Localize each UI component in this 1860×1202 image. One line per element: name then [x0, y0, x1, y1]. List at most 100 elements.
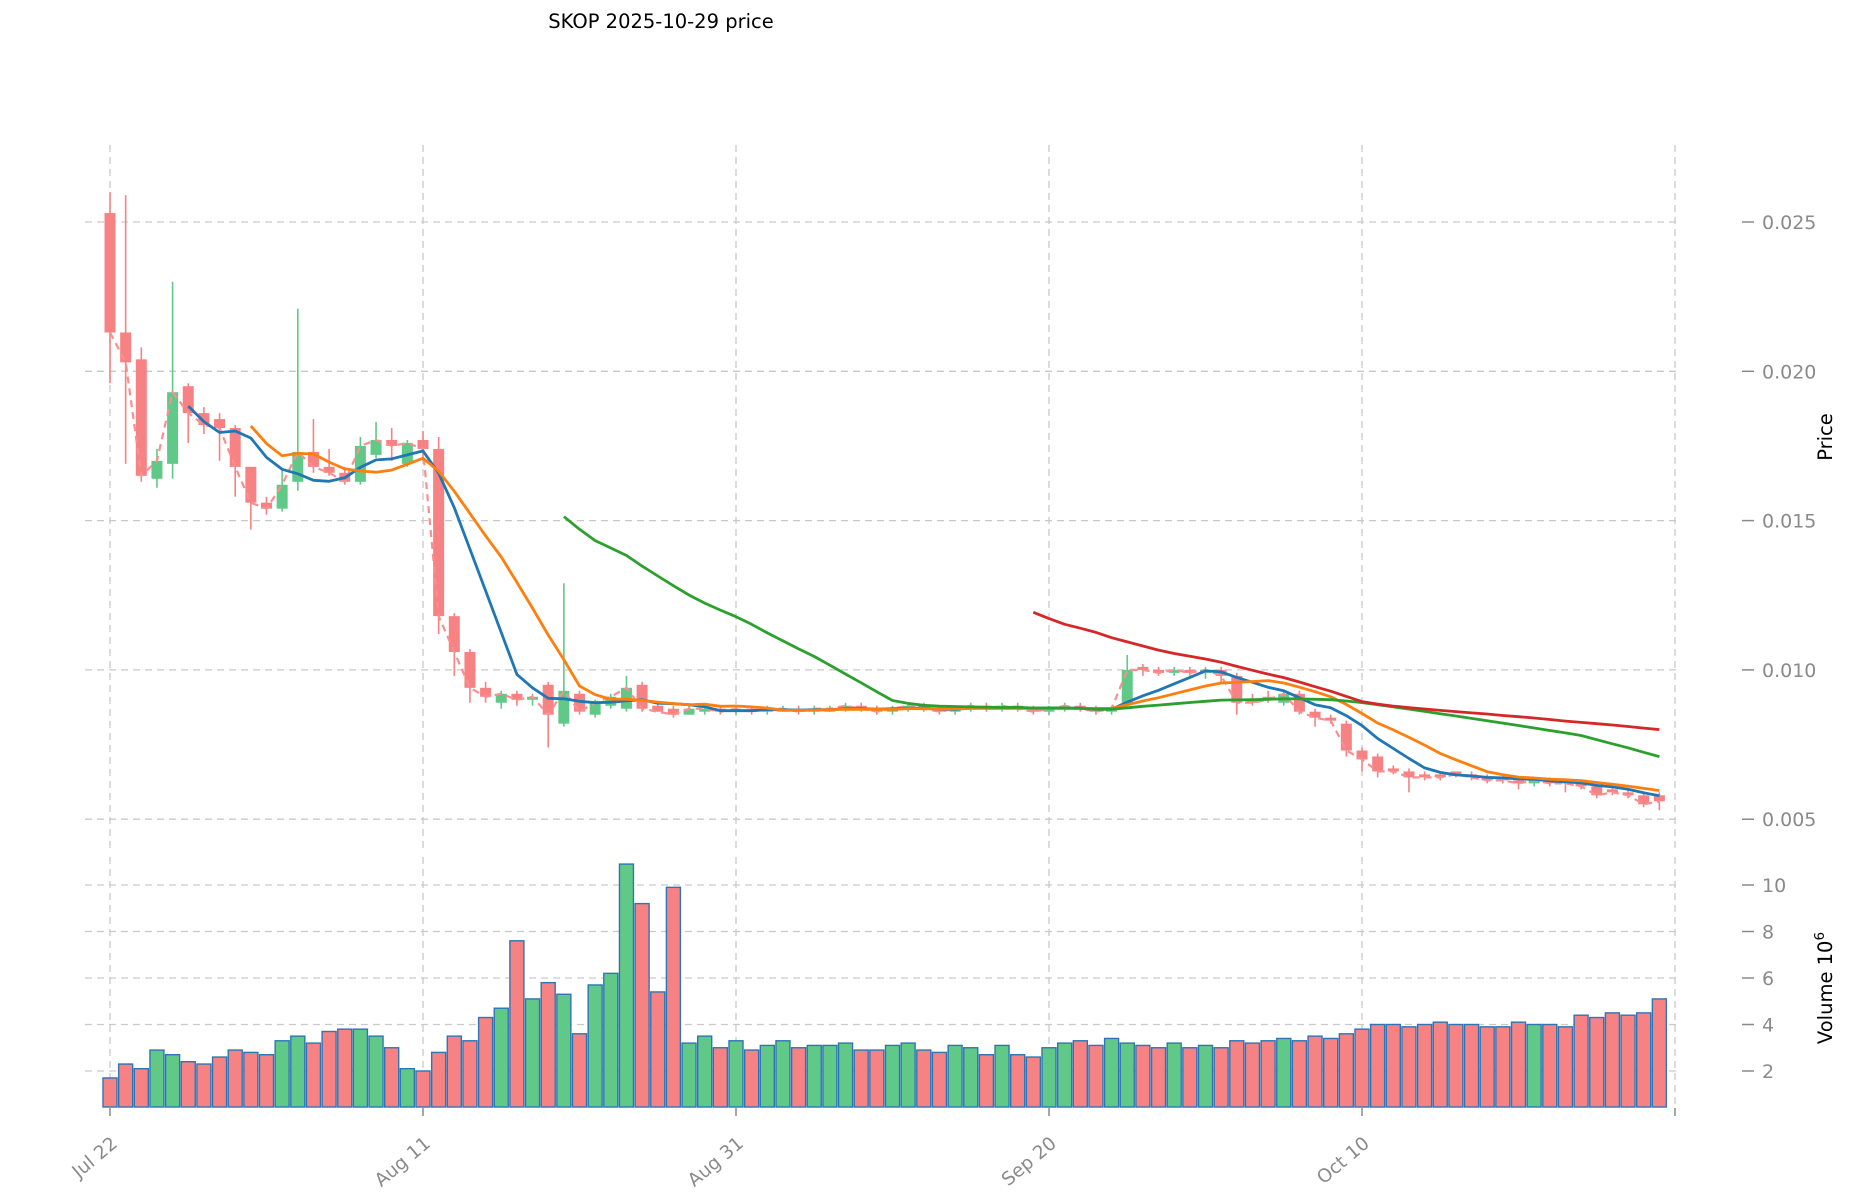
x-tick-label: Aug 11	[371, 1133, 435, 1191]
price-axis-title: Price	[1814, 413, 1837, 461]
volume-bar	[1041, 1047, 1057, 1108]
x-tick-label: Aug 31	[684, 1133, 748, 1191]
volume-bar	[837, 1042, 854, 1108]
volume-bar	[1338, 1033, 1355, 1108]
volume-bar	[305, 1042, 322, 1108]
candle-body	[1043, 708, 1055, 712]
candle-body	[167, 392, 179, 464]
volume-bar	[869, 1049, 885, 1108]
volume-bar	[1385, 1023, 1402, 1108]
candle-body	[683, 708, 695, 715]
volume-bar	[1244, 1042, 1261, 1108]
candle-body	[1450, 771, 1462, 775]
volume-bar	[180, 1060, 196, 1108]
volume-bar	[446, 1035, 462, 1108]
volume-bar	[337, 1028, 353, 1108]
volume-bar	[884, 1044, 901, 1108]
volume-bar	[1495, 1026, 1511, 1108]
candle-body	[1293, 693, 1305, 712]
volume-bar	[728, 1040, 744, 1108]
volume-bar	[916, 1049, 932, 1108]
candle-body	[1246, 699, 1258, 703]
volume-bar	[806, 1044, 822, 1108]
volume-bar	[1103, 1037, 1120, 1108]
volume-bar	[149, 1049, 165, 1108]
volume-bar	[978, 1054, 995, 1108]
volume-bar	[1620, 1014, 1636, 1108]
candle-body	[574, 693, 585, 712]
candle-body	[1184, 669, 1196, 673]
volume-bar	[1307, 1035, 1323, 1108]
volume-bar	[931, 1051, 948, 1108]
x-tick-label: Sep 20	[998, 1133, 1061, 1190]
candle-body	[417, 439, 429, 449]
volume-bar	[1432, 1021, 1448, 1108]
candle-body	[1387, 768, 1399, 772]
candle-body	[1513, 780, 1524, 784]
volume-bar	[1182, 1047, 1198, 1108]
volume-bar	[1604, 1012, 1621, 1108]
price-tick-label: 0.020	[1762, 361, 1816, 383]
candlesticks	[104, 192, 1665, 811]
volume-bar	[1056, 1042, 1073, 1108]
candle-body	[1653, 795, 1665, 802]
candle-body	[292, 451, 304, 482]
volume-bar	[900, 1042, 916, 1108]
volume-bar	[665, 886, 682, 1108]
volume-bar	[587, 984, 603, 1108]
volume-bar	[775, 1040, 791, 1108]
volume-bar	[963, 1047, 979, 1108]
volume-bar	[1197, 1044, 1214, 1108]
candle-body	[104, 213, 116, 333]
volume-bar	[1526, 1023, 1542, 1108]
candle-body	[495, 693, 507, 703]
volume-bar	[102, 1077, 118, 1108]
volume-bar	[509, 940, 525, 1108]
candle-body	[1356, 750, 1368, 760]
candle-body	[198, 413, 210, 426]
volume-bar	[227, 1049, 243, 1108]
candle-body	[401, 442, 413, 464]
candle-body	[354, 445, 366, 482]
volume-bar	[211, 1056, 228, 1108]
candle-body	[135, 359, 147, 476]
candle-body	[1340, 723, 1352, 751]
volume-bar	[1651, 998, 1668, 1108]
price-tick-label: 0.010	[1762, 660, 1816, 682]
volume-bar	[540, 981, 556, 1108]
volume-bar	[603, 972, 619, 1108]
candle-body	[1372, 756, 1384, 772]
volume-bar	[1557, 1026, 1574, 1108]
volume-bar	[258, 1054, 275, 1108]
volume-bar	[524, 998, 541, 1108]
volume-bar	[1416, 1023, 1433, 1108]
volume-bar	[117, 1063, 134, 1108]
volume-bar	[133, 1067, 150, 1108]
candle-body	[558, 690, 570, 724]
candle-body	[1481, 777, 1493, 781]
grid-lines	[85, 145, 1680, 1107]
volume-bar	[822, 1044, 838, 1108]
candle-body	[1638, 795, 1650, 805]
candle-body	[245, 466, 257, 503]
candle-body	[589, 702, 601, 715]
volume-bar	[1276, 1037, 1292, 1108]
close-dashed-line	[109, 331, 1660, 806]
volume-bar	[1150, 1047, 1167, 1108]
volume-tick-label: 4	[1762, 1015, 1774, 1037]
volume-bar	[368, 1035, 384, 1108]
volume-bar	[1213, 1047, 1229, 1108]
volume-bar	[853, 1049, 869, 1108]
volume-bar	[743, 1049, 760, 1108]
volume-bar	[1291, 1040, 1308, 1108]
volume-bar	[1166, 1042, 1182, 1108]
volume-bar	[477, 1016, 494, 1108]
volume-bar	[462, 1040, 478, 1108]
volume-bar	[1025, 1056, 1042, 1108]
volume-bar	[321, 1030, 337, 1108]
candle-body	[1591, 786, 1603, 796]
volume-bar	[697, 1035, 713, 1108]
volume-bar	[1589, 1016, 1605, 1108]
candle-body	[511, 693, 523, 700]
candle-body	[433, 448, 445, 617]
